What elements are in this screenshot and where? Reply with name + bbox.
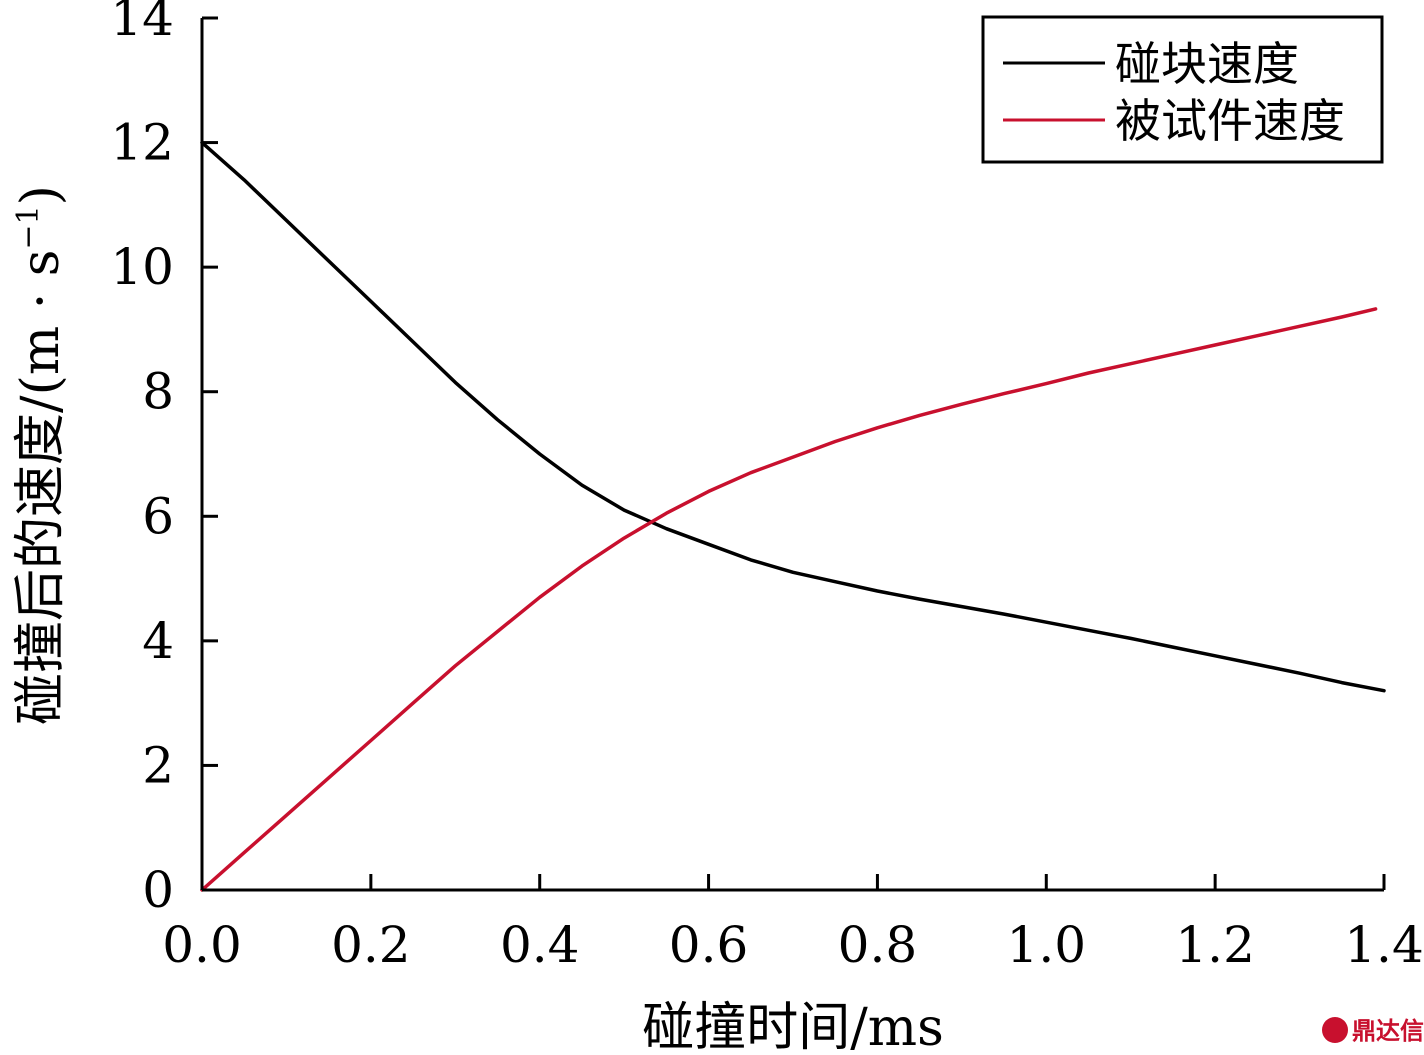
y-axis-label-main: 碰撞后的速度/(m · s (11, 250, 71, 725)
legend-label-1: 被试件速度 (1115, 94, 1345, 148)
x-tick-label: 0.2 (331, 916, 411, 974)
legend-box (981, 15, 1384, 164)
y-tick-label: 6 (142, 487, 174, 545)
x-axis-label: 碰撞时间/ms (642, 998, 944, 1055)
y-tick-label: 10 (110, 238, 174, 296)
x-tick-label: 0.6 (669, 916, 749, 974)
y-tick-label: 14 (110, 0, 174, 47)
y-axis-label: 碰撞后的速度/(m · s−1) (11, 185, 71, 725)
x-tick-label: 1.2 (1175, 916, 1255, 974)
watermark-logo-icon (1322, 1017, 1348, 1043)
watermark-text: 鼎达信 (1352, 1017, 1424, 1045)
series-line-0 (200, 140, 1386, 693)
y-tick-label: 12 (110, 114, 174, 172)
x-tick-label: 0.4 (500, 916, 580, 974)
series-layer (200, 140, 1386, 892)
y-axis-ticks: 0 2 4 6 8 10 12 14 (110, 0, 218, 919)
x-tick-label: 0.8 (838, 916, 918, 974)
watermark: 鼎达信 (1322, 1017, 1424, 1045)
x-axis-ticks: 0.0 0.2 0.4 0.6 0.8 1.0 1.2 1.4 (162, 874, 1424, 974)
x-tick-label: 0.0 (162, 916, 242, 974)
y-tick-label: 8 (142, 363, 174, 421)
series-line-1 (200, 307, 1378, 892)
y-tick-label: 0 (142, 861, 174, 919)
legend: 碰块速度 被试件速度 (981, 15, 1384, 164)
x-tick-label: 1.4 (1344, 916, 1424, 974)
y-tick-label: 2 (142, 736, 174, 794)
y-axis-label-close: ) (11, 185, 71, 205)
x-tick-label: 1.0 (1007, 916, 1087, 974)
y-axis-label-superscript: −1 (11, 205, 46, 249)
y-tick-label: 4 (142, 612, 174, 670)
legend-label-0: 碰块速度 (1115, 37, 1299, 91)
